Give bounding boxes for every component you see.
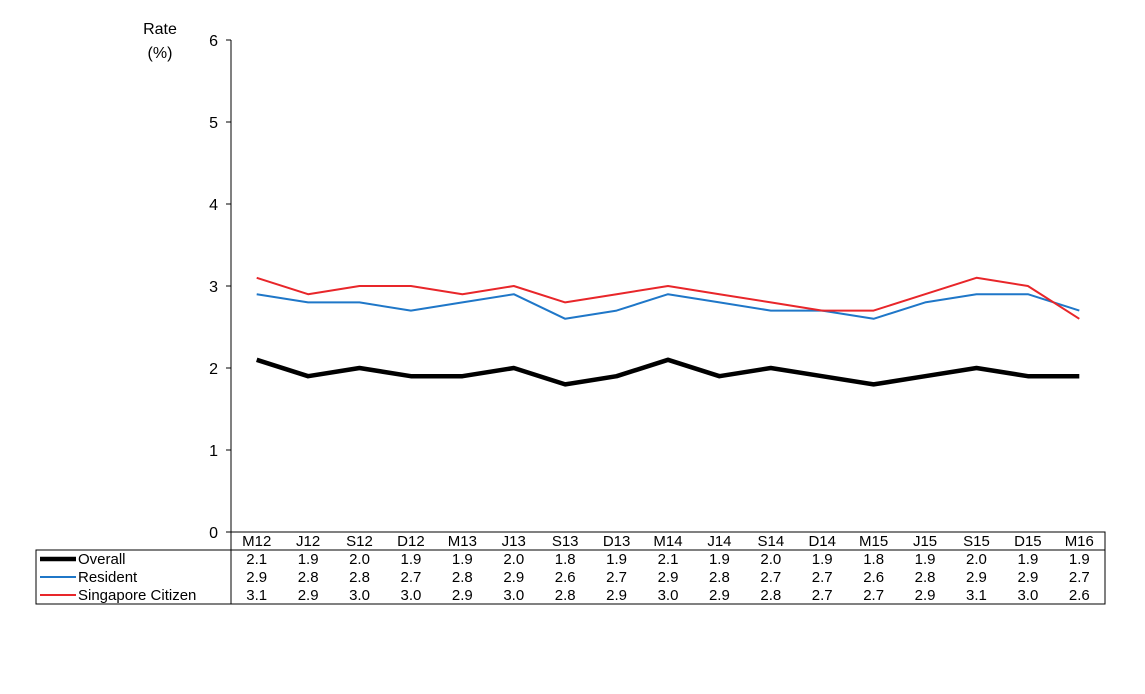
table-cell-value: 2.1 (246, 551, 267, 568)
data-table: M12 J12 S12 D12 M13 J13 S13 D13 M14 J14 S14 D14 M15 J… (35, 531, 1106, 605)
x-category-label: S15 (963, 533, 990, 550)
table-cell-value: 1.9 (452, 551, 473, 568)
table-cell-value: 1.9 (1017, 551, 1038, 568)
x-category-label: M13 (448, 533, 477, 550)
table-cell-value: 2.9 (606, 587, 627, 604)
table-cell-value: 2.9 (246, 569, 267, 586)
x-category-label: D13 (603, 533, 631, 550)
table-cell-value: 2.6 (555, 569, 576, 586)
table-cell-value: 2.7 (760, 569, 781, 586)
legend-label: Overall (78, 551, 126, 568)
x-category-label: S12 (346, 533, 373, 550)
table-cell-value: 2.7 (401, 569, 422, 586)
table-cell-value: 3.0 (349, 587, 370, 604)
x-category-label: J13 (502, 533, 526, 550)
x-category-label: M12 (242, 533, 271, 550)
table-cell-value: 2.8 (709, 569, 730, 586)
table-cell-value: 2.9 (503, 569, 524, 586)
table-cell-value: 1.8 (863, 551, 884, 568)
x-category-label: J12 (296, 533, 320, 550)
table-cell-value: 2.0 (503, 551, 524, 568)
table-cell-value: 2.6 (863, 569, 884, 586)
table-cell-value: 1.9 (606, 551, 627, 568)
x-category-label: M14 (653, 533, 682, 550)
table-cell-value: 3.1 (966, 587, 987, 604)
series-line-singapore-citizen (256, 276, 1080, 320)
table-cell-value: 2.7 (812, 587, 833, 604)
table-cell-value: 2.6 (1069, 587, 1090, 604)
table-cell-value: 1.9 (401, 551, 422, 568)
table-cell-value: 2.9 (452, 587, 473, 604)
y-tick-label: 1 (209, 443, 218, 460)
table-cell-value: 1.9 (915, 551, 936, 568)
x-category-label: M16 (1065, 533, 1094, 550)
table-cell-value: 2.8 (760, 587, 781, 604)
table-cell-value: 1.9 (298, 551, 319, 568)
x-category-label: D15 (1014, 533, 1042, 550)
table-cell-value: 2.8 (555, 587, 576, 604)
table-cell-value: 2.9 (658, 569, 679, 586)
y-axis-label-line2: (%) (148, 45, 173, 62)
table-cell-value: 2.9 (915, 587, 936, 604)
y-tick-label: 2 (209, 361, 218, 378)
x-category-label: D14 (808, 533, 836, 550)
table-cell-value: 2.1 (658, 551, 679, 568)
table-cell-value: 1.9 (1069, 551, 1090, 568)
table-cell-value: 2.9 (709, 587, 730, 604)
series-line-resident (256, 293, 1080, 320)
table-cell-value: 2.0 (966, 551, 987, 568)
legend-label: Singapore Citizen (78, 587, 196, 604)
table-cell-value: 2.7 (1069, 569, 1090, 586)
table-cell-value: 3.0 (503, 587, 524, 604)
legend-label: Resident (78, 569, 138, 586)
x-category-label: J14 (707, 533, 731, 550)
y-tick-label: 5 (209, 115, 218, 132)
table-cell-value: 2.8 (298, 569, 319, 586)
table-cell-value: 2.7 (606, 569, 627, 586)
x-category-label: J15 (913, 533, 937, 550)
table-cell-value: 2.9 (298, 587, 319, 604)
y-axis-label-line1: Rate (143, 21, 177, 38)
table-cell-value: 1.9 (812, 551, 833, 568)
table-cell-value: 2.7 (812, 569, 833, 586)
y-tick-label: 0 (209, 525, 218, 542)
x-category-label: D12 (397, 533, 425, 550)
table-cell-value: 1.8 (555, 551, 576, 568)
y-tick-label: 3 (209, 279, 218, 296)
table-cell-value: 2.8 (452, 569, 473, 586)
series-lines (256, 276, 1080, 387)
table-cell-value: 2.0 (760, 551, 781, 568)
table-cell-value: 3.0 (1017, 587, 1038, 604)
y-tick-label: 4 (209, 197, 218, 214)
table-cell-value: 1.9 (709, 551, 730, 568)
table-cell-value: 2.7 (863, 587, 884, 604)
table-cell-value: 2.8 (915, 569, 936, 586)
table-cell-value: 2.9 (1017, 569, 1038, 586)
table-cell-value: 3.0 (401, 587, 422, 604)
axes: 0 1 2 3 4 5 6 (209, 33, 232, 542)
table-cell-value: 2.0 (349, 551, 370, 568)
series-line-overall (256, 357, 1080, 387)
x-category-label: M15 (859, 533, 888, 550)
x-category-label: S13 (552, 533, 579, 550)
table-cell-value: 3.1 (246, 587, 267, 604)
table-body-border (35, 549, 1106, 605)
table-cell-value: 2.8 (349, 569, 370, 586)
table-cell-value: 2.9 (966, 569, 987, 586)
x-category-label: S14 (757, 533, 784, 550)
y-tick-label: 6 (209, 33, 218, 50)
table-cell-value: 3.0 (658, 587, 679, 604)
